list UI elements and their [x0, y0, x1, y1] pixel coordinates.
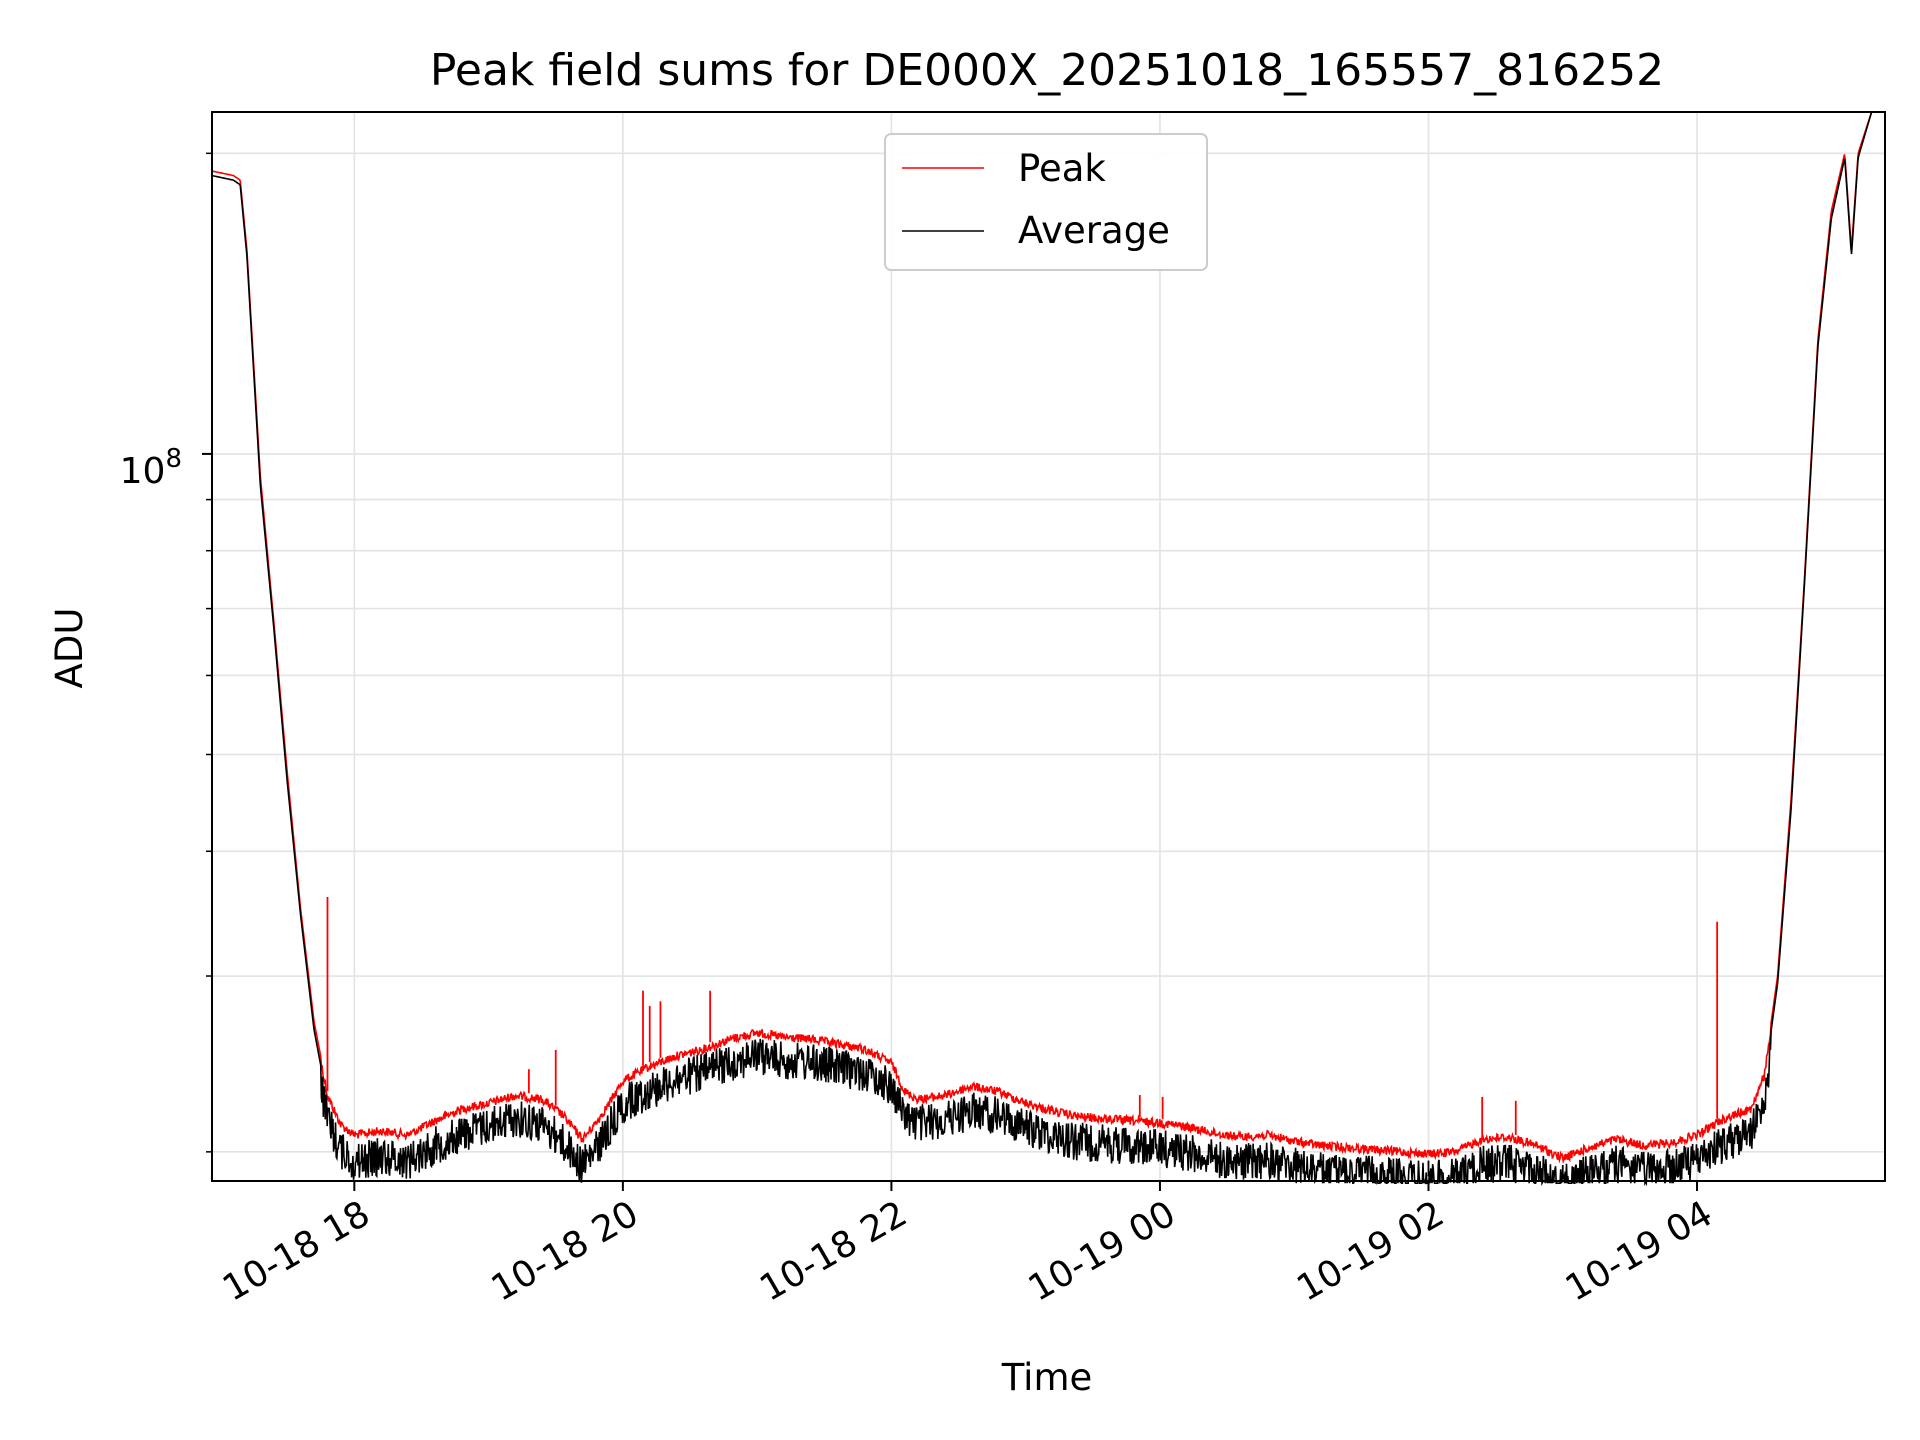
series-line-peak: [211, 111, 1885, 1165]
x-axis-label: Time: [1001, 1356, 1093, 1399]
x-tick-label: 10-19 02: [1290, 1193, 1451, 1309]
y-axis-label: ADU: [48, 608, 91, 689]
plot-frame: [211, 111, 1886, 1182]
y-tick-label: 108: [120, 444, 182, 492]
legend-label-peak: Peak: [1018, 147, 1106, 190]
chart-title: Peak field sums for DE000X_20251018_1655…: [430, 45, 1664, 96]
legend-label-average: Average: [1018, 209, 1170, 252]
x-tick-label: 10-18 22: [753, 1193, 914, 1309]
x-tick-label: 10-18 18: [216, 1193, 377, 1309]
plot-area: [211, 111, 1885, 1187]
series-line-average: [211, 111, 1885, 1187]
x-axis: 10-18 18 10-18 20 10-18 22 10-19 00 10-19 02…: [216, 1181, 1720, 1310]
x-tick-label: 10-19 00: [1022, 1193, 1183, 1309]
grid: [212, 112, 1885, 1181]
x-tick-label: 10-18 20: [485, 1193, 646, 1309]
legend: Peak Average: [884, 133, 1208, 271]
x-tick-label: 10-19 04: [1559, 1193, 1720, 1309]
y-axis: 108: [120, 152, 212, 1153]
